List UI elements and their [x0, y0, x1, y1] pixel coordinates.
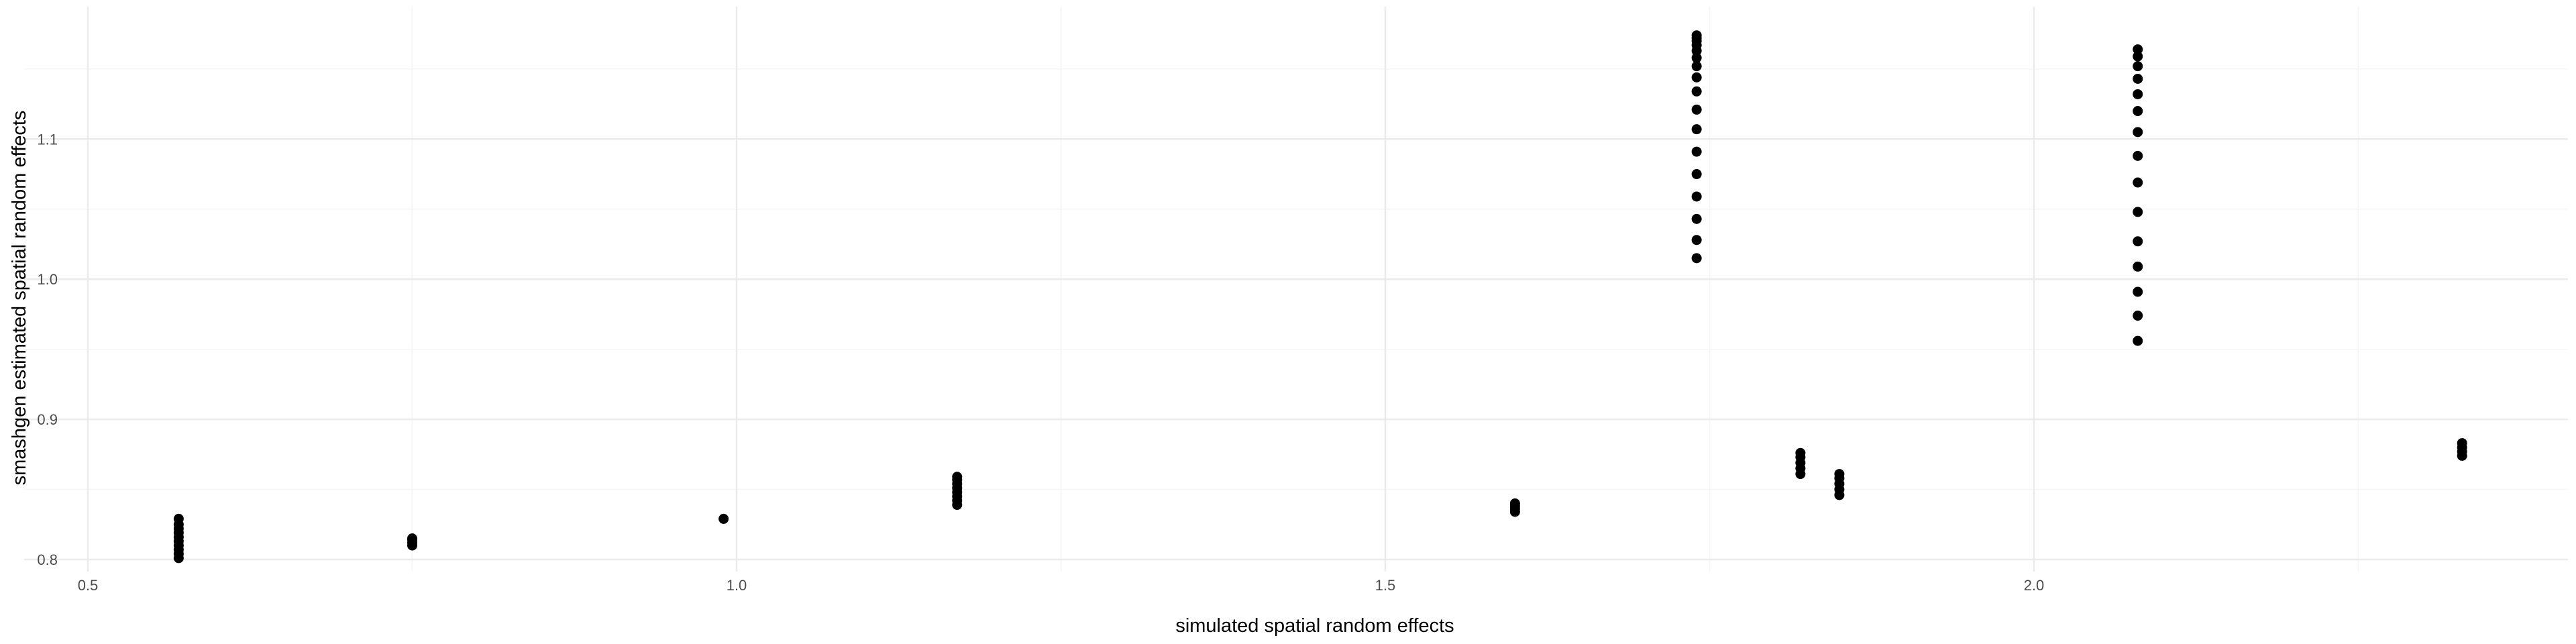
x-tick-label: 0.5: [78, 577, 99, 594]
data-point: [2133, 89, 2143, 99]
data-point: [1691, 52, 1702, 63]
x-tick-label: 1.0: [727, 577, 747, 594]
data-point: [1691, 72, 1702, 83]
data-point: [407, 533, 417, 544]
data-point: [1509, 498, 1520, 508]
data-point: [1691, 61, 1702, 72]
data-point: [2133, 177, 2143, 188]
data-point: [1691, 213, 1702, 224]
data-point: [2133, 236, 2143, 247]
x-tick-label: 2.0: [2024, 577, 2045, 594]
x-tick-label: 1.5: [1375, 577, 1396, 594]
data-point: [1691, 124, 1702, 135]
x-axis-tick-labels: 0.5 1.0 1.5 2.0: [78, 577, 2045, 594]
data-point: [718, 513, 729, 524]
data-point: [2133, 311, 2143, 321]
data-point: [1691, 146, 1702, 157]
data-point: [2457, 438, 2467, 449]
data-point: [2133, 261, 2143, 272]
y-tick-label: 1.0: [37, 271, 58, 288]
data-point: [1834, 469, 1845, 480]
grid-lines: [24, 7, 2568, 572]
data-point: [2133, 106, 2143, 117]
data-point: [2133, 73, 2143, 84]
data-point: [1691, 235, 1702, 246]
data-point: [1691, 169, 1702, 180]
data-point: [1795, 447, 1806, 458]
x-axis-title: simulated spatial random effects: [1175, 615, 1454, 637]
y-axis-tick-labels: 0.8 0.9 1.0 1.1: [37, 131, 58, 568]
data-point: [2133, 286, 2143, 297]
data-point: [1691, 191, 1702, 202]
data-points: [173, 30, 2467, 564]
data-point: [2133, 335, 2143, 346]
data-point: [952, 472, 963, 482]
data-point: [2133, 150, 2143, 161]
data-point: [2133, 51, 2143, 62]
data-point: [2133, 44, 2143, 55]
data-point: [2133, 207, 2143, 217]
y-tick-label: 0.9: [37, 411, 58, 428]
data-point: [2133, 61, 2143, 72]
data-point: [1691, 30, 1702, 41]
data-point: [1691, 253, 1702, 264]
y-tick-label: 0.8: [37, 551, 58, 568]
data-point: [1691, 86, 1702, 97]
data-point: [173, 513, 184, 524]
data-point: [1691, 104, 1702, 115]
data-point: [2133, 127, 2143, 138]
y-axis-title: smashgen estimated spatial random effect…: [9, 111, 30, 486]
y-tick-label: 1.1: [37, 131, 58, 148]
